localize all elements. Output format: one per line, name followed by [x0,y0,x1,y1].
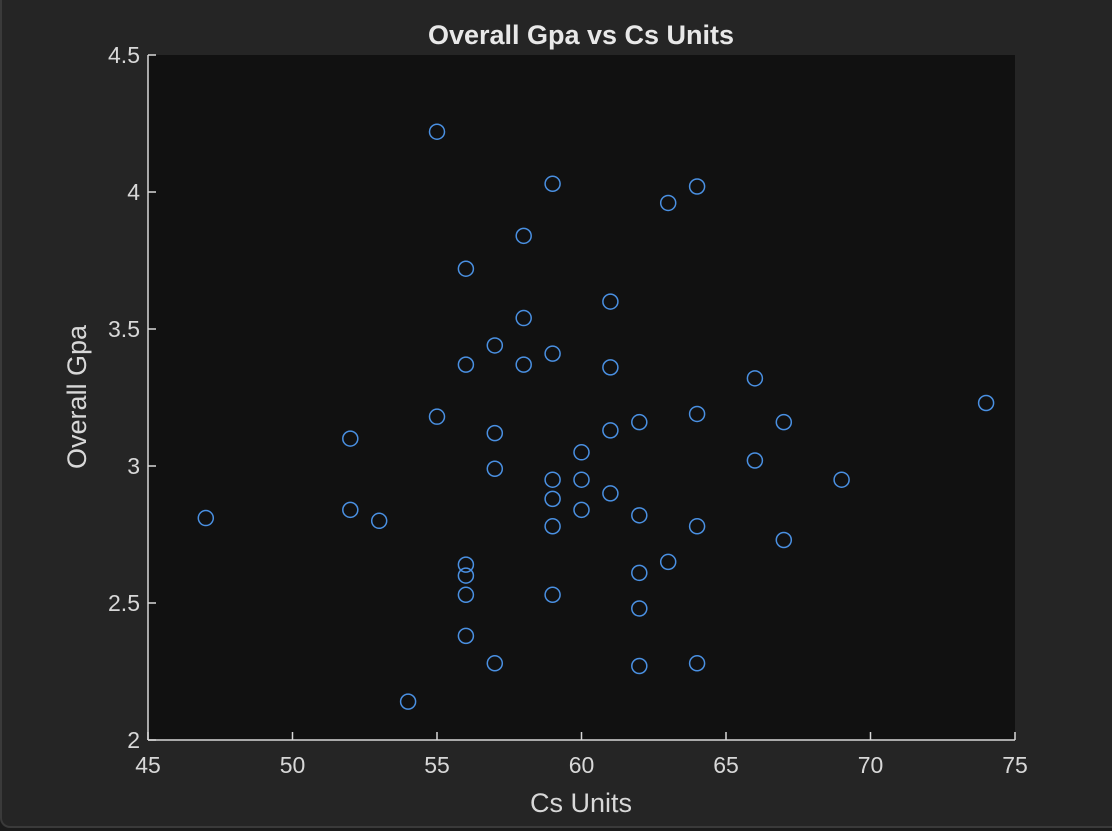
plot-area [148,55,1015,740]
data-point [631,507,648,524]
y-axis-label: Overall Gpa [62,324,92,469]
data-point [342,430,359,447]
data-point [457,356,475,373]
data-point [573,501,590,519]
data-point [544,490,561,508]
data-point [573,444,590,461]
data-point [544,175,561,193]
x-tick-label: 70 [858,752,884,778]
data-point [428,408,446,425]
data-point [631,600,648,617]
y-tick-label: 2.5 [108,590,140,616]
data-point [515,356,532,373]
y-tick-label: 3.5 [108,316,140,342]
data-point [197,509,215,527]
data-point [775,413,793,431]
data-point [515,309,532,327]
chart-title: Overall Gpa vs Cs Units [428,20,734,50]
data-point [515,227,532,245]
x-tick-label: 55 [424,752,450,778]
data-point [544,518,561,535]
data-point [457,586,475,604]
x-tick-label: 60 [569,752,595,778]
y-tick-label: 4.5 [108,42,140,68]
data-point [457,627,475,645]
data-point [544,471,561,488]
data-point [573,471,590,488]
x-tick-label: 75 [1002,752,1028,778]
data-point [602,422,619,439]
x-axis-label: Cs Units [530,788,632,818]
data-point [602,485,619,502]
data-point [457,556,475,573]
data-point [775,531,793,549]
axes: 45 50 55 60 65 70 75 2 2.5 3 3.5 4 4.5 [108,42,1028,778]
data-point [342,501,359,519]
data-point [486,337,504,354]
data-point [602,359,619,376]
y-tick-label: 4 [127,179,140,205]
x-tick-label: 65 [713,752,739,778]
data-point [544,586,561,604]
data-point [486,655,504,672]
data-points [197,123,995,710]
data-point [602,293,619,310]
data-point [631,564,648,582]
x-tick-label: 45 [135,752,161,778]
data-point [688,655,706,672]
data-point [370,512,388,530]
data-point [746,370,764,387]
data-point [544,345,561,362]
data-point [631,657,648,675]
y-tick-label: 3 [127,453,140,479]
data-point [833,471,850,488]
data-point [486,424,504,442]
data-point [659,553,677,571]
data-point [399,693,417,710]
data-point [659,194,677,212]
data-point [688,178,706,195]
data-point [688,518,706,535]
data-point [457,567,475,584]
data-point [428,123,446,140]
data-point [631,413,648,431]
data-point [746,452,764,469]
data-point [486,460,504,477]
x-tick-label: 50 [280,752,306,778]
y-tick-label: 2 [127,727,140,753]
data-point [977,394,995,412]
data-point [457,260,475,277]
data-point [688,405,706,423]
